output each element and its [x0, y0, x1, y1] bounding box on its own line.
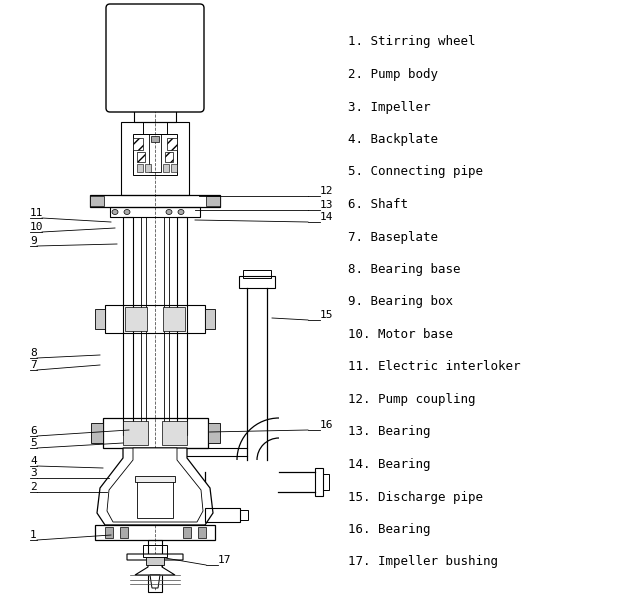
Text: 5: 5: [30, 438, 37, 448]
Text: 3: 3: [30, 468, 37, 478]
Bar: [146, 557, 164, 565]
Bar: [137, 478, 173, 518]
Text: 16. Bearing: 16. Bearing: [348, 523, 431, 536]
Bar: [205, 309, 215, 329]
Text: 17: 17: [218, 555, 231, 565]
Text: 11. Electric interloker: 11. Electric interloker: [348, 361, 521, 373]
Text: 8. Bearing base: 8. Bearing base: [348, 263, 461, 276]
FancyBboxPatch shape: [106, 4, 204, 112]
Bar: [167, 138, 177, 150]
Bar: [171, 164, 177, 172]
Bar: [149, 134, 161, 172]
Text: 3. Impeller: 3. Impeller: [348, 100, 431, 114]
Text: 12. Pump coupling: 12. Pump coupling: [348, 393, 476, 406]
Bar: [183, 527, 191, 538]
Text: 16: 16: [320, 420, 334, 430]
Text: 12: 12: [320, 186, 334, 196]
Bar: [208, 423, 219, 443]
Bar: [163, 307, 185, 331]
Bar: [143, 122, 167, 134]
Text: 17. Impeller bushing: 17. Impeller bushing: [348, 555, 498, 569]
Bar: [243, 270, 271, 278]
Bar: [133, 134, 177, 175]
Text: 15. Discharge pipe: 15. Discharge pipe: [348, 490, 483, 504]
Bar: [134, 108, 176, 122]
Ellipse shape: [178, 210, 184, 215]
Text: 6. Shaft: 6. Shaft: [348, 198, 408, 211]
Bar: [148, 540, 162, 592]
Bar: [120, 527, 128, 538]
Text: 5. Connecting pipe: 5. Connecting pipe: [348, 165, 483, 178]
Polygon shape: [97, 448, 213, 525]
Bar: [143, 545, 167, 557]
Ellipse shape: [124, 210, 130, 215]
Text: 11: 11: [30, 208, 44, 218]
Bar: [137, 152, 145, 162]
Bar: [205, 508, 240, 522]
Text: 7: 7: [30, 360, 37, 370]
Bar: [105, 527, 113, 538]
Text: 13: 13: [320, 200, 334, 210]
Text: 8: 8: [30, 348, 37, 358]
Bar: [110, 207, 200, 217]
Bar: [90, 195, 220, 207]
Bar: [135, 476, 175, 482]
Text: 1: 1: [30, 530, 37, 540]
Bar: [137, 164, 143, 172]
Text: 9. Bearing box: 9. Bearing box: [348, 296, 453, 308]
Bar: [123, 217, 133, 435]
Bar: [198, 527, 206, 538]
Text: 14: 14: [320, 212, 334, 222]
Bar: [91, 423, 103, 443]
Bar: [95, 309, 105, 329]
Bar: [123, 421, 148, 445]
Ellipse shape: [112, 210, 118, 215]
Text: 1. Stirring wheel: 1. Stirring wheel: [348, 35, 476, 49]
Polygon shape: [150, 575, 160, 588]
Text: 2: 2: [30, 482, 37, 492]
Bar: [206, 196, 220, 206]
Polygon shape: [107, 448, 203, 522]
Text: 15: 15: [320, 310, 334, 320]
Bar: [133, 138, 143, 150]
Text: 10: 10: [30, 222, 44, 232]
Text: 13. Bearing: 13. Bearing: [348, 426, 431, 439]
Text: 10. Motor base: 10. Motor base: [348, 328, 453, 341]
Bar: [315, 468, 323, 496]
Bar: [163, 164, 169, 172]
Bar: [164, 217, 169, 435]
Bar: [141, 217, 146, 435]
Bar: [239, 276, 275, 288]
Text: 9: 9: [30, 236, 37, 246]
Polygon shape: [127, 554, 183, 575]
Bar: [90, 196, 104, 206]
Bar: [165, 152, 173, 162]
Text: 7. Baseplate: 7. Baseplate: [348, 231, 438, 243]
Text: 2. Pump body: 2. Pump body: [348, 68, 438, 81]
Bar: [102, 418, 208, 448]
Bar: [125, 307, 147, 331]
Bar: [240, 510, 248, 520]
Bar: [177, 217, 187, 435]
Ellipse shape: [166, 210, 172, 215]
Text: 14. Bearing: 14. Bearing: [348, 458, 431, 471]
Bar: [105, 305, 205, 333]
Text: 4: 4: [30, 456, 37, 466]
Bar: [162, 421, 187, 445]
Bar: [121, 122, 189, 195]
Text: 6: 6: [30, 426, 37, 436]
Bar: [95, 525, 215, 540]
Bar: [151, 136, 159, 142]
Bar: [145, 164, 151, 172]
Text: 4. Backplate: 4. Backplate: [348, 133, 438, 146]
Bar: [323, 474, 329, 490]
